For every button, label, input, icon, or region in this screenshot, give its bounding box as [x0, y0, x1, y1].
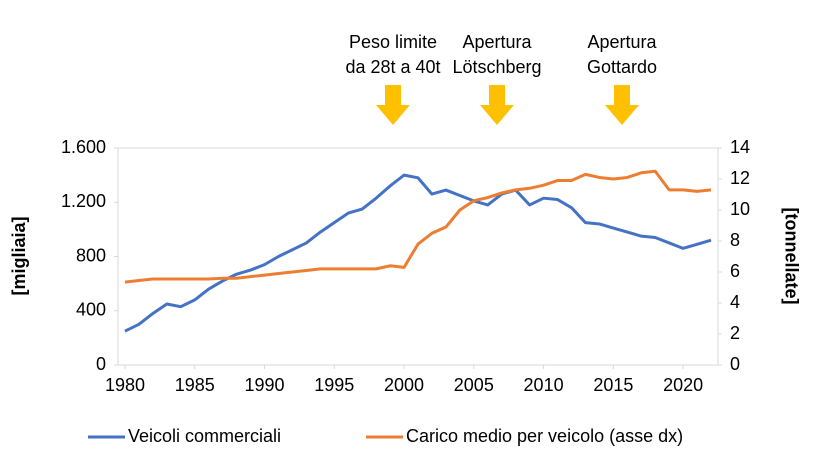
annotation-text: da 28t a 40t: [345, 57, 440, 77]
annotation-text: Gottardo: [587, 57, 657, 77]
y2-tick-label: 8: [730, 230, 740, 250]
y-tick-label: 0: [96, 354, 106, 374]
x-tick-label: 1995: [314, 375, 354, 395]
legend-label: Veicoli commerciali: [128, 426, 281, 446]
x-tick-label: 2015: [593, 375, 633, 395]
data-line: [124, 173, 712, 333]
legend-label: Carico medio per veicolo (asse dx): [406, 426, 683, 446]
x-tick-label: 2005: [454, 375, 494, 395]
y2-tick-label: 10: [730, 199, 750, 219]
data-line: [124, 169, 712, 284]
y2-tick-label: 14: [730, 137, 750, 157]
annotation-arrow: [480, 85, 514, 125]
y-tick-label: 400: [76, 300, 106, 320]
x-tick-label: 2010: [524, 375, 564, 395]
y-tick-label: 1.600: [61, 137, 106, 157]
y2-tick-label: 2: [730, 323, 740, 343]
annotation-arrow: [376, 85, 410, 125]
y-tick-label: 1.200: [61, 191, 106, 211]
plot-frame: [117, 147, 719, 366]
y-axis-label: [migliaia]: [9, 216, 29, 295]
annotation-text: Apertura: [587, 32, 657, 52]
x-tick-label: 1980: [105, 375, 145, 395]
annotation-arrow: [605, 85, 639, 125]
y2-axis-label: [tonnellate]: [781, 208, 801, 305]
x-tick-label: 1990: [244, 375, 284, 395]
y2-tick-label: 12: [730, 168, 750, 188]
x-tick-label: 2020: [663, 375, 703, 395]
annotation-text: Lötschberg: [452, 57, 541, 77]
y-tick-label: 800: [76, 245, 106, 265]
annotation-text: Apertura: [462, 32, 532, 52]
y2-tick-label: 0: [730, 354, 740, 374]
x-tick-label: 2000: [384, 375, 424, 395]
y2-tick-label: 4: [730, 292, 740, 312]
annotation-text: Peso limite: [349, 32, 437, 52]
y2-tick-label: 6: [730, 261, 740, 281]
x-tick-label: 1985: [175, 375, 215, 395]
